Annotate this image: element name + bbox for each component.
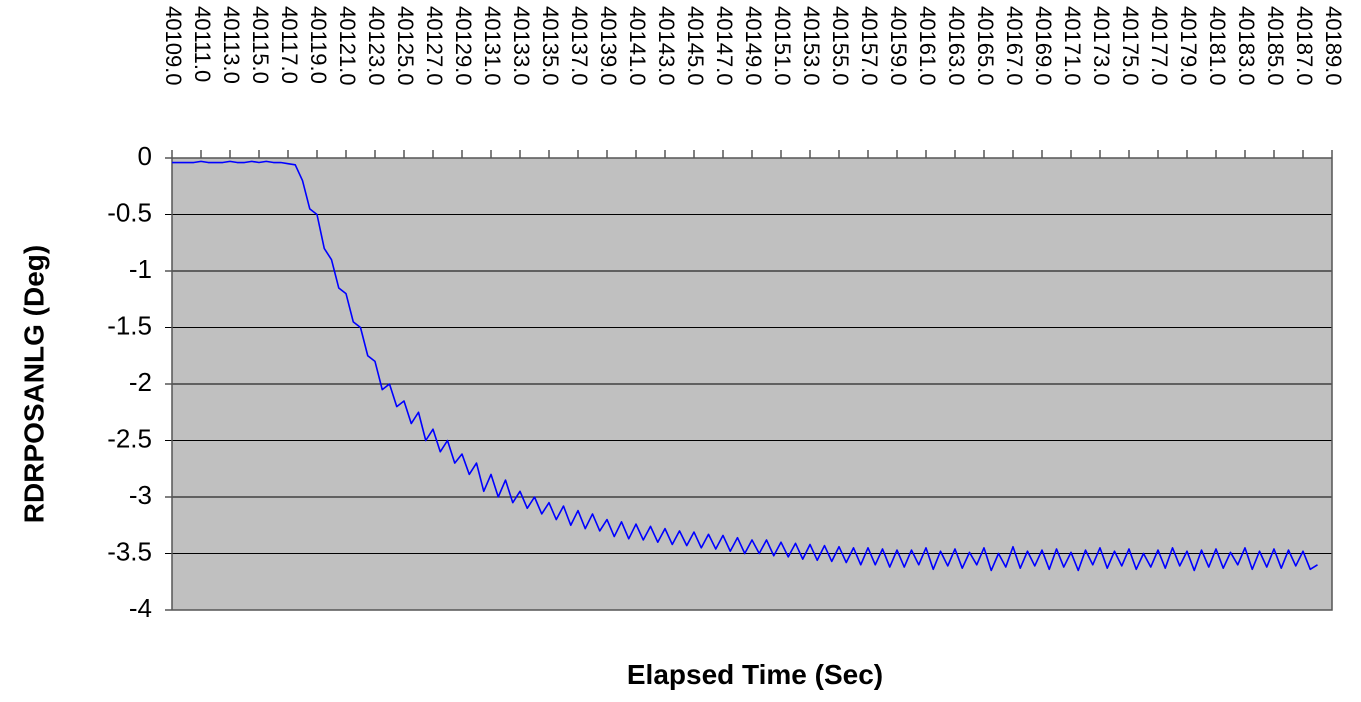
x-tick-label: 40161.0 (915, 6, 940, 86)
x-tick-label: 40117.0 (277, 6, 302, 84)
x-tick-label: 40141.0 (625, 6, 650, 86)
x-tick-label: 40123.0 (364, 6, 389, 86)
plot-border (171, 157, 1333, 611)
x-tick-label: 40115.0 (248, 6, 273, 84)
x-tick-label: 40183.0 (1234, 6, 1259, 86)
x-tick-label: 40163.0 (944, 6, 969, 86)
x-tick-label: 40177.0 (1147, 6, 1172, 86)
y-tick-label: -0.5 (107, 197, 152, 227)
y-tick-label: -3 (129, 480, 152, 510)
y-tick-label: -1 (129, 254, 152, 284)
x-tick-label: 40139.0 (596, 6, 621, 86)
x-tick-label: 40165.0 (973, 6, 998, 86)
x-axis-title: Elapsed Time (Sec) (627, 659, 883, 690)
x-tick-label: 40153.0 (799, 6, 824, 86)
x-tick-label: 40167.0 (1002, 6, 1027, 86)
x-tick-label: 40149.0 (741, 6, 766, 86)
y-tick-label: 0 (138, 141, 152, 171)
x-tick-label: 40111.0 (190, 6, 215, 82)
x-tick-label: 40155.0 (828, 6, 853, 86)
x-tick-label: 40159.0 (886, 6, 911, 86)
x-tick-label: 40109.0 (161, 6, 186, 86)
y-axis-title: RDRPOSANLG (Deg) (18, 245, 49, 523)
y-tick-label: -2.5 (107, 423, 152, 453)
x-tick-label: 40145.0 (683, 6, 708, 86)
x-tick-label: 40157.0 (857, 6, 882, 86)
y-tick-label: -2 (129, 367, 152, 397)
x-tick-label: 40127.0 (422, 6, 447, 86)
x-tick-label: 40185.0 (1263, 6, 1288, 86)
x-tick-label: 40133.0 (509, 6, 534, 86)
x-tick-label: 40169.0 (1031, 6, 1056, 86)
x-tick-label: 40143.0 (654, 6, 679, 86)
x-tick-label: 40125.0 (393, 6, 418, 86)
x-tick-label: 40135.0 (538, 6, 563, 86)
x-tick-label: 40131.0 (480, 6, 505, 86)
x-tick-label: 40129.0 (451, 6, 476, 86)
data-line (172, 160, 1318, 572)
y-tick-label: -4 (129, 593, 152, 623)
x-tick-label: 40147.0 (712, 6, 737, 86)
x-tick-label: 40119.0 (306, 6, 331, 84)
y-tick-label: -1.5 (107, 310, 152, 340)
x-tick-label: 40151.0 (770, 6, 795, 86)
x-tick-label: 40179.0 (1176, 6, 1201, 86)
x-tick-label: 40113.0 (219, 6, 244, 84)
x-tick-label: 40189.0 (1321, 6, 1346, 86)
x-tick-label: 40171.0 (1060, 6, 1085, 86)
x-tick-label: 40175.0 (1118, 6, 1143, 86)
x-tick-label: 40181.0 (1205, 6, 1230, 86)
x-tick-label: 40121.0 (335, 6, 360, 86)
y-tick-label: -3.5 (107, 536, 152, 566)
x-tick-label: 40173.0 (1089, 6, 1114, 86)
x-tick-label: 40187.0 (1292, 6, 1317, 86)
x-tick-label: 40137.0 (567, 6, 592, 86)
